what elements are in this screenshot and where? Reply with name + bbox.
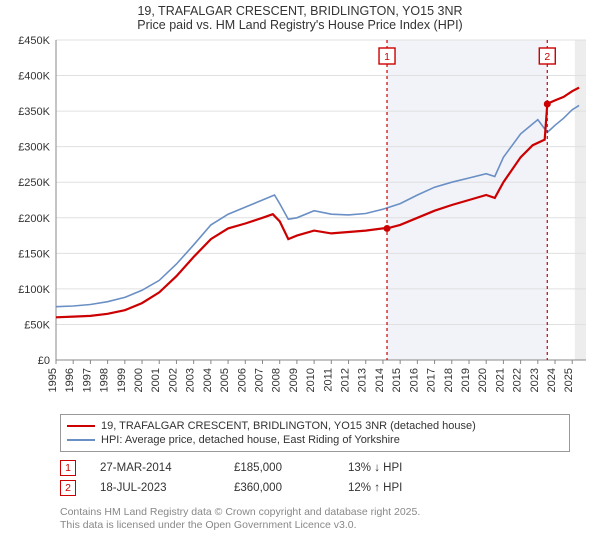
transaction-date: 18-JUL-2023 [100, 482, 210, 494]
svg-text:2009: 2009 [288, 368, 300, 392]
footer-attribution: Contains HM Land Registry data © Crown c… [60, 506, 570, 532]
legend-label-hpi: HPI: Average price, detached house, East… [101, 434, 400, 446]
legend-swatch-property [67, 425, 95, 427]
svg-text:£400K: £400K [18, 71, 50, 83]
svg-text:£150K: £150K [18, 248, 50, 260]
svg-text:2011: 2011 [322, 368, 334, 392]
svg-text:1998: 1998 [99, 368, 111, 392]
svg-text:2002: 2002 [167, 368, 179, 392]
svg-text:2005: 2005 [219, 368, 231, 392]
svg-text:1996: 1996 [64, 368, 76, 392]
transaction-date: 27-MAR-2014 [100, 462, 210, 474]
transaction-price: £185,000 [234, 462, 324, 474]
svg-text:£250K: £250K [18, 177, 50, 189]
svg-text:2019: 2019 [460, 368, 472, 392]
transaction-diff: 13% ↓ HPI [348, 462, 458, 474]
transaction-row: 1 27-MAR-2014 £185,000 13% ↓ HPI [60, 458, 570, 478]
svg-text:£0: £0 [38, 355, 50, 367]
footer-line-2: This data is licensed under the Open Gov… [60, 519, 570, 532]
svg-text:2013: 2013 [357, 368, 369, 392]
svg-text:2008: 2008 [271, 368, 283, 392]
svg-text:2010: 2010 [305, 368, 317, 392]
svg-text:2023: 2023 [529, 368, 541, 392]
svg-text:2025: 2025 [563, 368, 575, 392]
svg-text:2004: 2004 [202, 368, 214, 392]
svg-text:£350K: £350K [18, 106, 50, 118]
svg-text:2003: 2003 [185, 368, 197, 392]
svg-text:2001: 2001 [150, 368, 162, 392]
transactions-table: 1 27-MAR-2014 £185,000 13% ↓ HPI 2 18-JU… [60, 458, 570, 498]
svg-text:2014: 2014 [374, 368, 386, 392]
svg-text:2006: 2006 [236, 368, 248, 392]
svg-text:2022: 2022 [512, 368, 524, 392]
legend: 19, TRAFALGAR CRESCENT, BRIDLINGTON, YO1… [60, 414, 570, 452]
svg-text:2000: 2000 [133, 368, 145, 392]
svg-text:2017: 2017 [426, 368, 438, 392]
svg-text:2015: 2015 [391, 368, 403, 392]
transaction-marker-icon: 1 [60, 460, 76, 476]
legend-item-hpi: HPI: Average price, detached house, East… [67, 433, 563, 447]
svg-text:2021: 2021 [494, 368, 506, 392]
svg-text:1999: 1999 [116, 368, 128, 392]
svg-text:£200K: £200K [18, 213, 50, 225]
svg-text:2007: 2007 [253, 368, 265, 392]
legend-item-property: 19, TRAFALGAR CRESCENT, BRIDLINGTON, YO1… [67, 419, 563, 433]
svg-text:£450K: £450K [18, 35, 50, 47]
svg-text:2: 2 [544, 51, 550, 63]
title-line-2: Price paid vs. HM Land Registry's House … [0, 18, 600, 32]
svg-text:2016: 2016 [408, 368, 420, 392]
svg-text:2012: 2012 [340, 368, 352, 392]
transaction-price: £360,000 [234, 482, 324, 494]
footer-line-1: Contains HM Land Registry data © Crown c… [60, 506, 570, 519]
title-line-1: 19, TRAFALGAR CRESCENT, BRIDLINGTON, YO1… [0, 4, 600, 18]
chart-area: £0 £50K £100K £150K £200K £250K £300K £350K £400… [0, 34, 600, 414]
svg-text:£50K: £50K [24, 319, 50, 331]
svg-text:2018: 2018 [443, 368, 455, 392]
svg-text:1997: 1997 [81, 368, 93, 392]
svg-text:2020: 2020 [477, 368, 489, 392]
price-chart-svg: £0 £50K £100K £150K £200K £250K £300K £350K £400… [0, 34, 600, 414]
svg-text:£300K: £300K [18, 142, 50, 154]
svg-text:2024: 2024 [546, 368, 558, 392]
legend-label-property: 19, TRAFALGAR CRESCENT, BRIDLINGTON, YO1… [101, 420, 476, 432]
svg-text:1: 1 [384, 51, 390, 63]
transaction-row: 2 18-JUL-2023 £360,000 12% ↑ HPI [60, 478, 570, 498]
chart-title-block: 19, TRAFALGAR CRESCENT, BRIDLINGTON, YO1… [0, 0, 600, 34]
svg-text:£100K: £100K [18, 284, 50, 296]
svg-text:1995: 1995 [47, 368, 59, 392]
transaction-marker-icon: 2 [60, 480, 76, 496]
transaction-diff: 12% ↑ HPI [348, 482, 458, 494]
legend-swatch-hpi [67, 439, 95, 441]
